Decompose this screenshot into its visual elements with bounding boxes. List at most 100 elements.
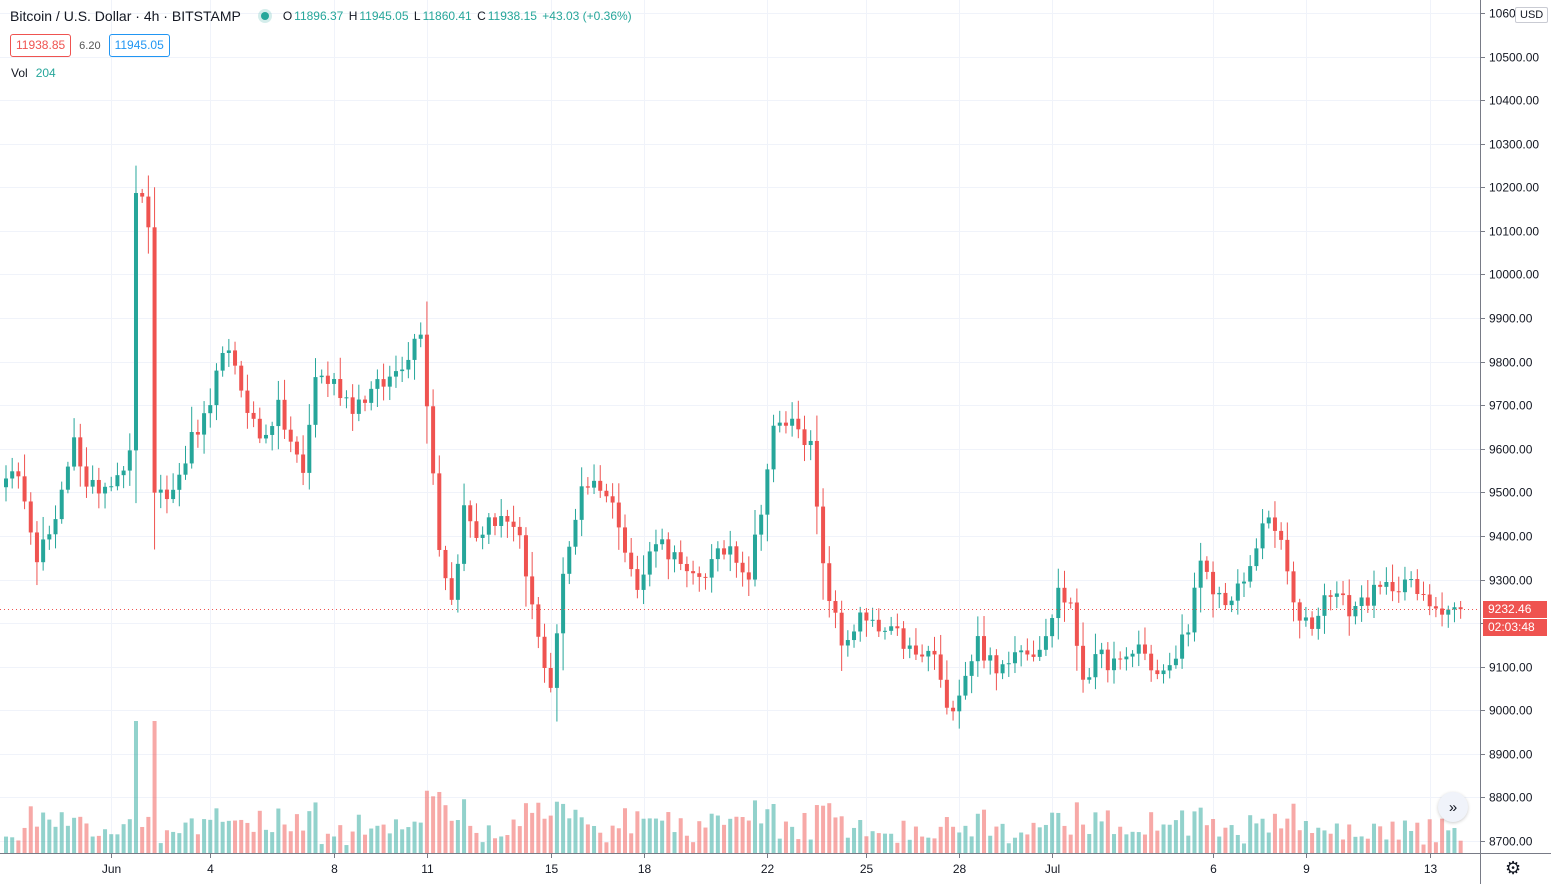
volume-bar xyxy=(1285,818,1290,853)
candle-body xyxy=(585,486,590,488)
volume-bar xyxy=(808,839,813,853)
volume-bar xyxy=(41,812,46,853)
volume-bar xyxy=(932,838,937,853)
volume-bar xyxy=(90,836,95,853)
volume-bar xyxy=(1279,828,1284,853)
candle-body xyxy=(641,574,646,590)
ask-button[interactable]: 11945.05 xyxy=(108,34,170,57)
candle-body xyxy=(870,619,875,621)
interval-label[interactable]: 4h xyxy=(143,8,160,24)
candle-body xyxy=(889,626,894,631)
candle-body xyxy=(697,573,702,577)
price-axis[interactable]: 8700.008800.008900.009000.009100.009200.… xyxy=(1480,7,1539,849)
volume-bar xyxy=(1452,827,1457,853)
candle-body xyxy=(103,486,108,494)
volume-bar xyxy=(548,815,553,853)
volume-bar xyxy=(486,825,491,853)
candle-body xyxy=(1204,560,1209,572)
volume-bar xyxy=(561,803,566,853)
candle-body xyxy=(790,418,795,426)
candle-body xyxy=(1223,592,1228,606)
candle-body xyxy=(511,521,516,527)
volume-bar xyxy=(332,836,337,853)
exchange-label[interactable]: BITSTAMP xyxy=(171,8,241,24)
candle-body xyxy=(1341,593,1346,596)
low-key: L xyxy=(413,9,421,23)
price-tick-label: 10100.00 xyxy=(1489,225,1539,239)
candle-body xyxy=(65,466,70,490)
volume-bar xyxy=(1068,834,1073,853)
price-tick-label: 10500.00 xyxy=(1489,51,1539,65)
candle-body xyxy=(852,631,857,641)
candle-body xyxy=(133,193,138,451)
volume-bar xyxy=(802,812,807,853)
volume-bar xyxy=(759,823,764,853)
volume-bar xyxy=(703,827,708,853)
candle-body xyxy=(468,505,473,522)
volume-bar xyxy=(1440,818,1445,853)
candle-body xyxy=(1050,618,1055,637)
candle-body xyxy=(28,501,33,533)
volume-bar xyxy=(530,812,535,853)
volume-value: 204 xyxy=(35,66,56,80)
candle-body xyxy=(1359,597,1364,607)
currency-button[interactable]: USD xyxy=(1515,7,1549,23)
candle-body xyxy=(1297,602,1302,621)
volume-bar xyxy=(951,826,956,853)
volume-bar xyxy=(752,800,757,853)
candle-body xyxy=(239,365,244,391)
candle-body xyxy=(938,654,943,680)
candle-body xyxy=(957,695,962,712)
quote-row: 11938.85 6.20 11945.05 xyxy=(10,34,170,57)
candle-body xyxy=(728,546,733,555)
volume-bar xyxy=(1458,840,1463,853)
chart-settings-button[interactable]: ⚙ xyxy=(1505,857,1521,879)
volume-bar xyxy=(208,819,213,853)
candle-body xyxy=(220,352,225,371)
candle-body xyxy=(251,412,256,419)
volume-bar xyxy=(350,831,355,853)
volume-bar xyxy=(28,806,33,853)
symbol-name[interactable]: Bitcoin / U.S. Dollar xyxy=(10,8,132,24)
candle-body xyxy=(257,418,262,439)
volume-bar xyxy=(270,832,275,853)
candle-body xyxy=(499,516,504,526)
volume-bar xyxy=(375,825,380,853)
candle-body xyxy=(1118,658,1123,660)
volume-bar xyxy=(152,721,157,853)
volume-bar xyxy=(579,817,584,853)
time-tick-label: 28 xyxy=(953,862,967,876)
candle-body xyxy=(1365,597,1370,606)
candle-body xyxy=(598,480,603,491)
price-tick-label: 9900.00 xyxy=(1489,312,1533,326)
candle-body xyxy=(152,227,157,493)
volume-bar xyxy=(251,831,256,853)
volume-bar xyxy=(728,818,733,853)
volume-bar xyxy=(22,827,27,853)
volume-bar xyxy=(1056,812,1061,853)
scroll-to-realtime-button[interactable]: » xyxy=(1438,792,1468,822)
volume-bar xyxy=(1167,824,1172,853)
bid-button[interactable]: 11938.85 xyxy=(10,34,72,57)
volume-bar xyxy=(239,819,244,853)
volume-bar xyxy=(319,844,324,853)
volume-bar xyxy=(1142,834,1147,853)
candle-body xyxy=(1446,609,1451,615)
time-axis[interactable]: Jun 4 8 11 15 18 22 25 28 Jul 6 9 13 xyxy=(102,853,1438,876)
candle-body xyxy=(623,527,627,553)
volume-bar xyxy=(592,825,597,853)
volume-bar xyxy=(585,824,590,853)
volume-legend[interactable]: Vol 204 xyxy=(11,66,56,80)
volume-bar xyxy=(1446,830,1451,853)
candle-body xyxy=(1303,617,1308,621)
volume-bar xyxy=(740,817,745,853)
candle-body xyxy=(672,552,677,560)
candle-body xyxy=(592,480,597,488)
volume-bar xyxy=(1217,836,1222,853)
volume-bar xyxy=(845,837,850,853)
candle-body xyxy=(406,359,411,370)
candle-body xyxy=(1161,670,1166,675)
volume-bar xyxy=(1353,836,1358,853)
volume-bar xyxy=(1303,821,1308,853)
